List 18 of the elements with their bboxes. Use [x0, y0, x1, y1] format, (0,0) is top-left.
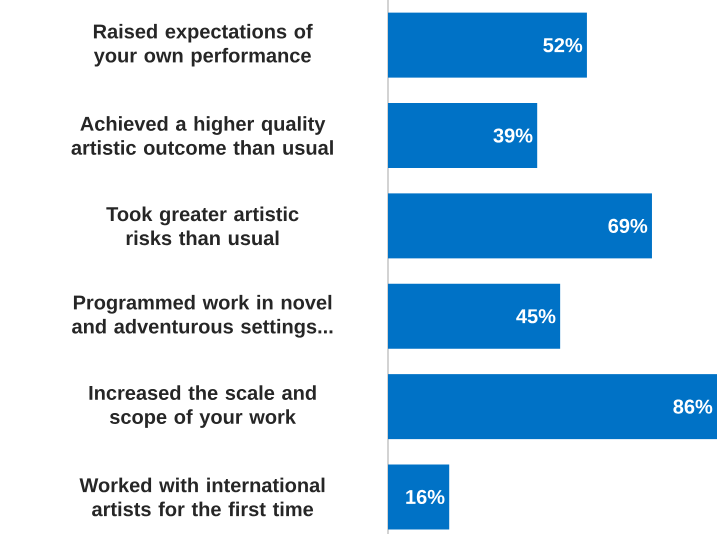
y-tick-label: Increased the scale and scope of your work — [89, 385, 316, 428]
y-tick-label: Raised expectations of your own performance — [94, 24, 313, 67]
bar — [388, 374, 717, 440]
data-label: 86% — [673, 400, 712, 414]
data-label: 16% — [406, 490, 444, 504]
bar — [388, 464, 450, 530]
data-label: 39% — [493, 128, 532, 143]
y-tick-label: Took greater artistic risks than usual — [106, 206, 299, 246]
y-tick-label: Achieved a higher quality artistic outcome than usual — [72, 116, 333, 155]
bar — [388, 284, 560, 349]
y-tick-label: Programmed work in novel and adventurous settings... — [72, 294, 332, 338]
data-label: 52% — [543, 38, 582, 52]
y-tick-label: Worked with international artists for the first time — [79, 478, 324, 516]
data-label: 45% — [516, 309, 556, 324]
bar — [388, 12, 587, 78]
bar — [388, 193, 652, 258]
data-label: 69% — [608, 218, 648, 233]
bar — [388, 103, 538, 168]
